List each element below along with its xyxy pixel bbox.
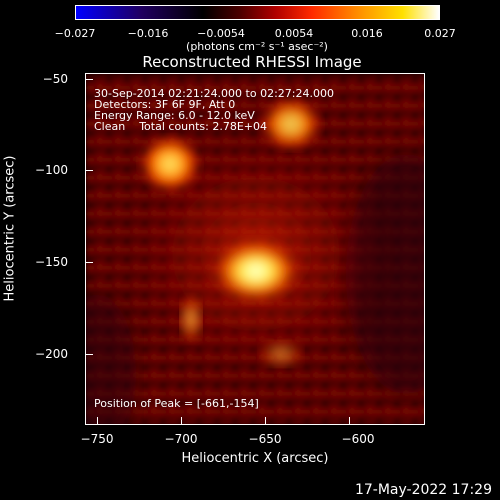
rhessi-image-canvas	[86, 74, 424, 424]
y-axis-label: Heliocentric Y (arcsec)	[2, 155, 18, 302]
x-tick-label: −650	[248, 432, 282, 446]
y-tick-label: −200	[35, 347, 68, 361]
rhessi-image	[85, 73, 425, 425]
x-axis-label: Heliocentric X (arcsec)	[181, 451, 329, 466]
annotation-energy: Energy Range: 6.0 - 12.0 keV	[94, 109, 255, 122]
colorbar-tick: 0.0054	[274, 27, 314, 40]
y-tick-label: −50	[42, 72, 68, 86]
plot-title: Reconstructed RHESSI Image	[142, 53, 362, 71]
timestamp: 17-May-2022 17:29	[354, 482, 492, 498]
colorbar-units: (photons cm⁻² s⁻¹ asec⁻²)	[186, 40, 328, 53]
x-tick-label: −750	[80, 432, 114, 446]
annotation-counts: Clean Total counts: 2.78E+04	[94, 120, 268, 133]
annotation-detectors: Detectors: 3F 6F 9F, Att 0	[94, 98, 236, 111]
y-tick-label: −100	[35, 163, 68, 177]
colorbar-tick: −0.027	[54, 27, 96, 40]
annotation-peak: Position of Peak = [-661,-154]	[94, 397, 259, 410]
x-tick-label: −700	[164, 432, 198, 446]
y-tick-label: −150	[35, 255, 68, 269]
colorbar-tick: 0.027	[424, 27, 456, 40]
colorbar-tick: −0.016	[127, 27, 169, 40]
x-tick-label: −600	[341, 432, 375, 446]
colorbar	[75, 5, 440, 20]
colorbar-tick: 0.016	[351, 27, 383, 40]
colorbar-tick: −0.0054	[197, 27, 245, 40]
annotation-time: 30-Sep-2014 02:21:24.000 to 02:27:24.000	[94, 87, 334, 100]
